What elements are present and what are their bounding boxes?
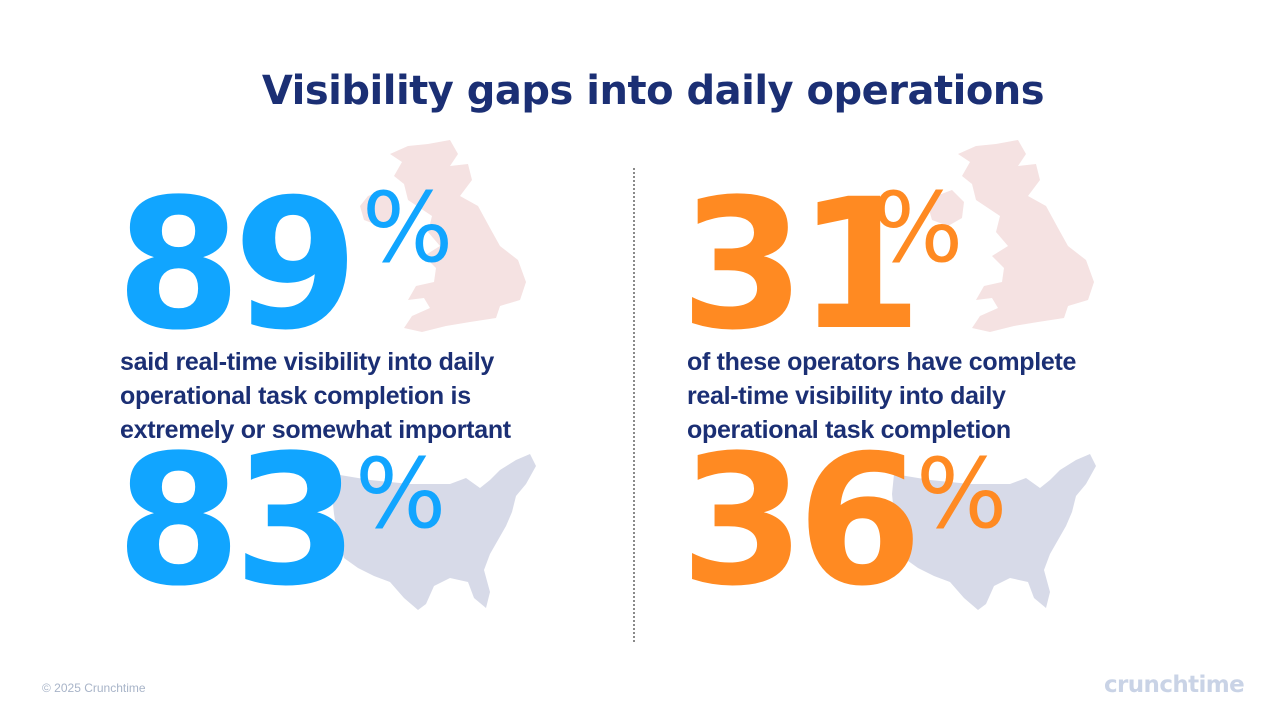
stat-value-83: 83 <box>116 417 358 626</box>
stat-description-left: said real-time visibility into daily ope… <box>120 348 511 444</box>
crunchtime-logo: crunchtime <box>1104 672 1245 698</box>
copyright-text: © 2025 Crunchtime <box>42 681 146 695</box>
stat-value-31: 31 <box>680 161 922 370</box>
us-map-icon <box>332 454 536 610</box>
us-map-icon <box>892 454 1096 610</box>
percent-sign: % <box>362 172 454 284</box>
stat-value-36: 36 <box>680 417 922 626</box>
percent-sign: % <box>872 172 964 284</box>
percent-sign: % <box>916 438 1008 550</box>
column-divider <box>633 168 635 642</box>
uk-map-icon <box>928 140 1094 332</box>
percent-sign: % <box>355 438 447 550</box>
uk-map-icon <box>360 140 526 332</box>
page-title: Visibility gaps into daily operations <box>261 68 1045 114</box>
stat-value-89: 89 <box>116 161 358 370</box>
stat-description-right: of these operators have complete real-ti… <box>687 348 1077 444</box>
